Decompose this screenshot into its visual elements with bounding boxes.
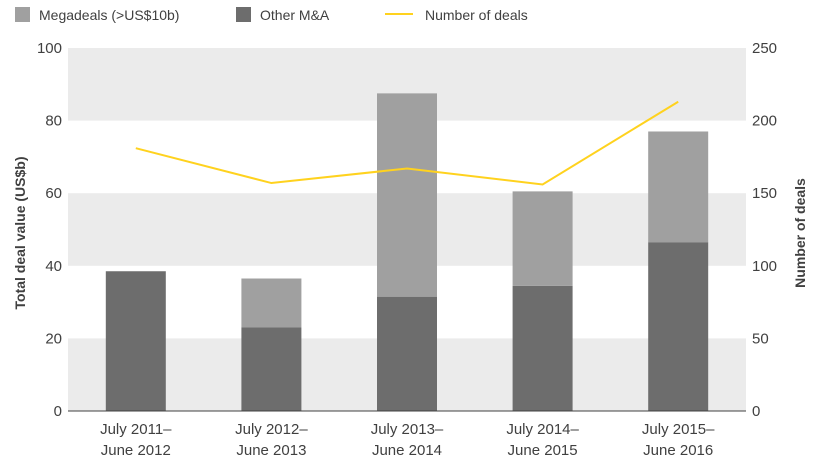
left-axis-title: Total deal value (US$b) bbox=[12, 157, 28, 310]
category-labels: July 2011– June 2012 July 2012– June 2013 Ju… bbox=[100, 421, 715, 459]
right-axis-tick-labels: 0 50 100 150 200 250 bbox=[752, 40, 777, 420]
bar-other-ma bbox=[648, 242, 709, 411]
x-category-label: July 2011– bbox=[100, 421, 172, 438]
y-tick-label: 80 bbox=[45, 113, 62, 130]
bar-other-ma bbox=[105, 271, 166, 411]
legend-label-megadeals: Megadeals (>US$10b) bbox=[39, 7, 179, 23]
bar-other-ma bbox=[512, 285, 573, 411]
y-tick-label: 0 bbox=[54, 403, 62, 420]
bar-megadeals bbox=[648, 131, 709, 243]
x-category-label: June 2013 bbox=[236, 442, 306, 459]
y-tick-label: 20 bbox=[45, 330, 62, 347]
y2-tick-label: 100 bbox=[752, 258, 777, 275]
deals-line bbox=[135, 100, 679, 186]
left-axis-tick-labels: 0 20 40 60 80 100 bbox=[37, 40, 62, 420]
legend-swatch-megadeals bbox=[15, 7, 30, 22]
bar-megadeals bbox=[377, 93, 437, 297]
y2-tick-label: 150 bbox=[752, 185, 777, 202]
bar-other-ma bbox=[377, 296, 437, 411]
y2-tick-label: 200 bbox=[752, 113, 777, 130]
bar-other-ma bbox=[241, 327, 302, 411]
bar-megadeals bbox=[512, 191, 573, 286]
y2-tick-label: 50 bbox=[752, 330, 769, 347]
x-category-label: June 2014 bbox=[372, 442, 442, 459]
legend-label-other-ma: Other M&A bbox=[260, 7, 330, 23]
legend: Megadeals (>US$10b) Other M&A Number of … bbox=[15, 7, 528, 23]
y-tick-label: 100 bbox=[37, 40, 62, 57]
x-category-label: July 2014– bbox=[506, 421, 579, 438]
x-category-label: June 2015 bbox=[508, 442, 578, 459]
x-category-label: June 2012 bbox=[101, 442, 171, 459]
y-tick-label: 60 bbox=[45, 185, 62, 202]
bars bbox=[105, 93, 709, 411]
legend-swatch-other-ma bbox=[236, 7, 251, 22]
y2-tick-label: 0 bbox=[752, 403, 760, 420]
y2-tick-label: 250 bbox=[752, 40, 777, 57]
x-category-label: July 2013– bbox=[371, 421, 444, 438]
right-axis-title: Number of deals bbox=[792, 178, 808, 288]
bar-megadeals bbox=[241, 278, 302, 328]
x-category-label: July 2012– bbox=[235, 421, 308, 438]
legend-label-number-of-deals: Number of deals bbox=[425, 7, 528, 23]
x-category-label: June 2016 bbox=[643, 442, 713, 459]
y-tick-label: 40 bbox=[45, 258, 62, 275]
x-category-label: July 2015– bbox=[642, 421, 715, 438]
